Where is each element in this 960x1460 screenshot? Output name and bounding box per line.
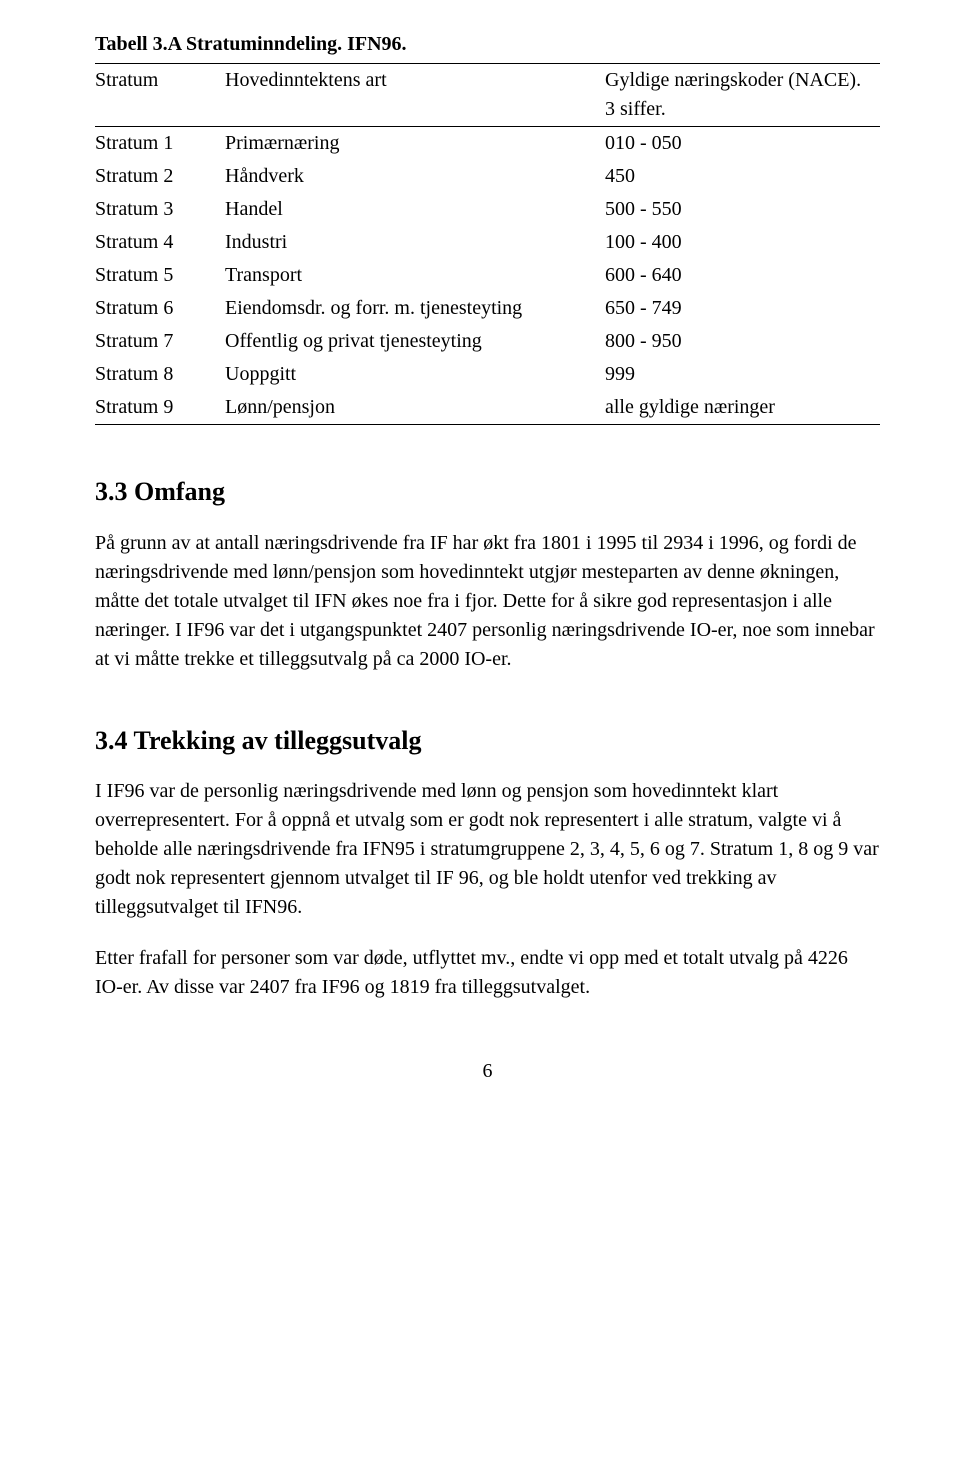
table-header-cell: Stratum: [95, 64, 225, 126]
table-cell: 500 - 550: [605, 193, 880, 226]
table-cell: Stratum 6: [95, 292, 225, 325]
table-row: Stratum 8 Uoppgitt 999: [95, 358, 880, 391]
body-paragraph: I IF96 var de personlig næringsdrivende …: [95, 777, 880, 922]
table-cell: 010 - 050: [605, 127, 880, 160]
table-header-cell: Gyldige næringskoder (NACE). 3 siffer.: [605, 64, 880, 126]
table-header-line1: Gyldige næringskoder (NACE).: [605, 69, 861, 91]
table-caption: Tabell 3.A Stratuminndeling. IFN96.: [95, 30, 880, 59]
table-header-line2: 3 siffer.: [605, 98, 666, 120]
table-cell: Uoppgitt: [225, 358, 605, 391]
stratum-table: Stratum Hovedinntektens art Gyldige næri…: [95, 64, 880, 126]
table-cell: Lønn/pensjon: [225, 391, 605, 424]
table-cell: Industri: [225, 226, 605, 259]
table-cell: Stratum 1: [95, 127, 225, 160]
table-cell: Handel: [225, 193, 605, 226]
table-row: Stratum 3 Handel 500 - 550: [95, 193, 880, 226]
table-cell: Stratum 7: [95, 325, 225, 358]
body-paragraph: På grunn av at antall næringsdrivende fr…: [95, 529, 880, 674]
stratum-table-body: Stratum 1 Primærnæring 010 - 050 Stratum…: [95, 127, 880, 424]
table-cell: Stratum 5: [95, 259, 225, 292]
table-cell: Håndverk: [225, 160, 605, 193]
table-cell: Stratum 4: [95, 226, 225, 259]
table-cell: Stratum 2: [95, 160, 225, 193]
table-cell: 600 - 640: [605, 259, 880, 292]
table-row: Stratum 6 Eiendomsdr. og forr. m. tjenes…: [95, 292, 880, 325]
table-row: Stratum 4 Industri 100 - 400: [95, 226, 880, 259]
table-cell: Stratum 9: [95, 391, 225, 424]
table-cell: Eiendomsdr. og forr. m. tjenesteyting: [225, 292, 605, 325]
table-cell: 800 - 950: [605, 325, 880, 358]
section-heading-3-4: 3.4 Trekking av tilleggsutvalg: [95, 722, 880, 760]
table-row: Stratum 7 Offentlig og privat tjenesteyt…: [95, 325, 880, 358]
table-row: Stratum 9 Lønn/pensjon alle gyldige næri…: [95, 391, 880, 424]
table-cell: 999: [605, 358, 880, 391]
table-cell: Stratum 8: [95, 358, 225, 391]
table-cell: Transport: [225, 259, 605, 292]
table-cell: Primærnæring: [225, 127, 605, 160]
table-header-cell: Hovedinntektens art: [225, 64, 605, 126]
table-cell: Offentlig og privat tjenesteyting: [225, 325, 605, 358]
table-row: Stratum 1 Primærnæring 010 - 050: [95, 127, 880, 160]
table-header-row: Stratum Hovedinntektens art Gyldige næri…: [95, 64, 880, 126]
page-number: 6: [95, 1057, 880, 1086]
table-cell: 100 - 400: [605, 226, 880, 259]
table-cell: 450: [605, 160, 880, 193]
table-cell: Stratum 3: [95, 193, 225, 226]
table-bottom-rule: [95, 424, 880, 425]
body-paragraph: Etter frafall for personer som var døde,…: [95, 944, 880, 1002]
table-row: Stratum 2 Håndverk 450: [95, 160, 880, 193]
table-cell: alle gyldige næringer: [605, 391, 880, 424]
table-row: Stratum 5 Transport 600 - 640: [95, 259, 880, 292]
table-cell: 650 - 749: [605, 292, 880, 325]
section-heading-3-3: 3.3 Omfang: [95, 473, 880, 511]
